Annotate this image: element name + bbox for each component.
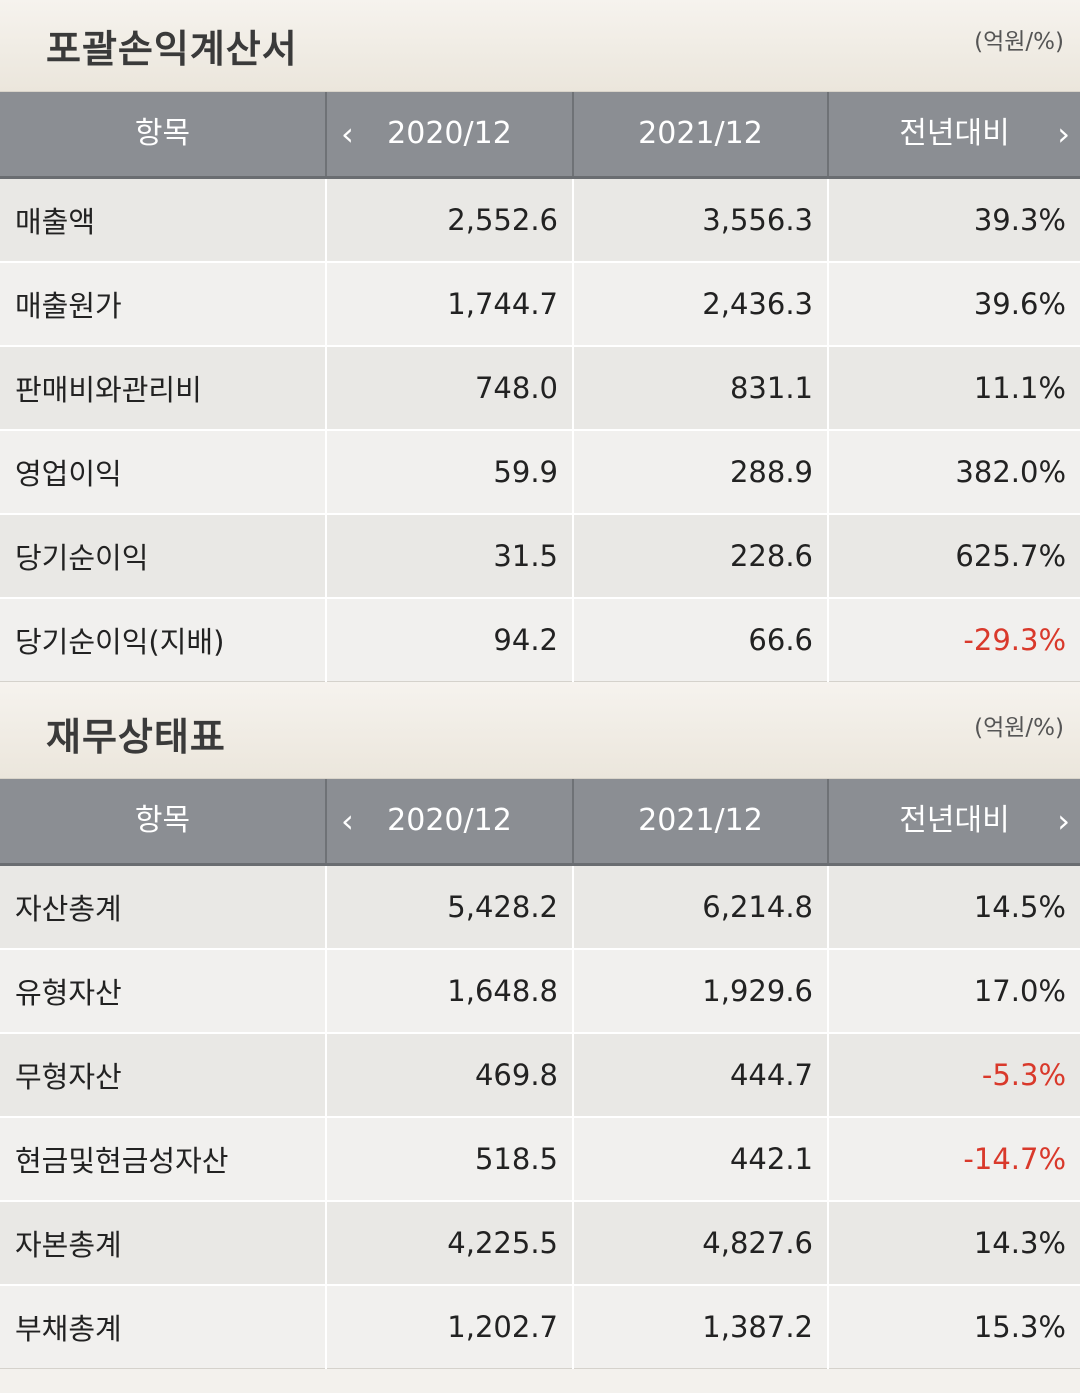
row-label: 현금및현금성자산 xyxy=(0,1115,326,1201)
column-header-item: 항목 xyxy=(0,779,326,866)
table-row: 부채총계 1,202.7 1,387.2 15.3% xyxy=(0,1283,1080,1369)
table-row: 당기순이익(지배) 94.2 66.6 -29.3% xyxy=(0,596,1080,682)
value-2021: 6,214.8 xyxy=(572,863,828,949)
row-label: 자본총계 xyxy=(0,1199,326,1285)
row-label: 부채총계 xyxy=(0,1283,326,1369)
value-yoy: 382.0% xyxy=(827,428,1080,514)
value-yoy: 39.3% xyxy=(827,176,1080,262)
income-statement-table: 항목 ‹ 2020/12 2021/12 전년대비 › 매출액 2,552.6 3,… xyxy=(0,92,1080,682)
chevron-left-icon[interactable]: ‹ xyxy=(341,802,354,840)
value-yoy: 625.7% xyxy=(827,512,1080,598)
chevron-right-icon[interactable]: › xyxy=(1057,802,1070,840)
value-yoy: 14.3% xyxy=(827,1199,1080,1285)
value-2020: 59.9 xyxy=(325,428,573,514)
value-yoy: 39.6% xyxy=(827,260,1080,346)
table-header-row: 항목 ‹ 2020/12 2021/12 전년대비 › xyxy=(0,779,1080,866)
table-row: 무형자산 469.8 444.7 -5.3% xyxy=(0,1031,1080,1117)
row-label: 유형자산 xyxy=(0,947,326,1033)
table-header-row: 항목 ‹ 2020/12 2021/12 전년대비 › xyxy=(0,92,1080,179)
value-2021: 228.6 xyxy=(572,512,828,598)
value-yoy: 14.5% xyxy=(827,863,1080,949)
table-row: 매출액 2,552.6 3,556.3 39.3% xyxy=(0,176,1080,262)
value-2020: 1,648.8 xyxy=(325,947,573,1033)
value-2020: 31.5 xyxy=(325,512,573,598)
balance-sheet-header: 재무상태표 (억원/%) xyxy=(0,682,1080,779)
income-statement-title: 포괄손익계산서 xyxy=(46,27,298,71)
value-2020: 748.0 xyxy=(325,344,573,430)
value-2021: 66.6 xyxy=(572,596,828,682)
column-header-item: 항목 xyxy=(0,92,326,179)
column-header-yoy-label: 전년대비 xyxy=(899,803,1010,838)
table-row: 영업이익 59.9 288.9 382.0% xyxy=(0,428,1080,514)
column-header-2020: ‹ 2020/12 xyxy=(325,92,573,179)
value-2020: 2,552.6 xyxy=(325,176,573,262)
value-2020: 1,744.7 xyxy=(325,260,573,346)
balance-sheet-table: 항목 ‹ 2020/12 2021/12 전년대비 › 자산총계 5,428.2 6… xyxy=(0,779,1080,1369)
balance-sheet-title: 재무상태표 xyxy=(46,715,226,759)
value-2020: 5,428.2 xyxy=(325,863,573,949)
row-label: 자산총계 xyxy=(0,863,326,949)
value-yoy: 17.0% xyxy=(827,947,1080,1033)
row-label: 판매비와관리비 xyxy=(0,344,326,430)
table-row: 매출원가 1,744.7 2,436.3 39.6% xyxy=(0,260,1080,346)
column-header-yoy: 전년대비 › xyxy=(827,779,1080,866)
value-2021: 1,387.2 xyxy=(572,1283,828,1369)
column-header-yoy-label: 전년대비 xyxy=(899,116,1010,151)
table-row: 현금및현금성자산 518.5 442.1 -14.7% xyxy=(0,1115,1080,1201)
table-row: 유형자산 1,648.8 1,929.6 17.0% xyxy=(0,947,1080,1033)
row-label: 당기순이익(지배) xyxy=(0,596,326,682)
row-label: 매출액 xyxy=(0,176,326,262)
column-header-2021: 2021/12 xyxy=(572,779,828,866)
row-label: 영업이익 xyxy=(0,428,326,514)
column-header-2020-label: 2020/12 xyxy=(387,116,512,151)
value-2021: 831.1 xyxy=(572,344,828,430)
value-2020: 518.5 xyxy=(325,1115,573,1201)
value-yoy: -14.7% xyxy=(827,1115,1080,1201)
table-row: 자본총계 4,225.5 4,827.6 14.3% xyxy=(0,1199,1080,1285)
value-2021: 2,436.3 xyxy=(572,260,828,346)
value-yoy: -5.3% xyxy=(827,1031,1080,1117)
value-2021: 3,556.3 xyxy=(572,176,828,262)
value-2021: 288.9 xyxy=(572,428,828,514)
value-yoy: -29.3% xyxy=(827,596,1080,682)
value-2021: 444.7 xyxy=(572,1031,828,1117)
value-2020: 94.2 xyxy=(325,596,573,682)
value-2020: 4,225.5 xyxy=(325,1199,573,1285)
balance-sheet-body: 자산총계 5,428.2 6,214.8 14.5% 유형자산 1,648.8 1,929.… xyxy=(0,863,1080,1369)
row-label: 당기순이익 xyxy=(0,512,326,598)
column-header-2020-label: 2020/12 xyxy=(387,803,512,838)
row-label: 매출원가 xyxy=(0,260,326,346)
income-statement-header: 포괄손익계산서 (억원/%) xyxy=(0,0,1080,92)
value-2020: 469.8 xyxy=(325,1031,573,1117)
value-2021: 442.1 xyxy=(572,1115,828,1201)
column-header-2021: 2021/12 xyxy=(572,92,828,179)
chevron-right-icon[interactable]: › xyxy=(1057,115,1070,153)
table-row: 자산총계 5,428.2 6,214.8 14.5% xyxy=(0,863,1080,949)
row-label: 무형자산 xyxy=(0,1031,326,1117)
balance-sheet-unit: (억원/%) xyxy=(974,715,1064,741)
chevron-left-icon[interactable]: ‹ xyxy=(341,115,354,153)
value-yoy: 15.3% xyxy=(827,1283,1080,1369)
income-statement-body: 매출액 2,552.6 3,556.3 39.3% 매출원가 1,744.7 2,436.3… xyxy=(0,176,1080,682)
income-statement-unit: (억원/%) xyxy=(974,29,1064,55)
column-header-yoy: 전년대비 › xyxy=(827,92,1080,179)
column-header-2020: ‹ 2020/12 xyxy=(325,779,573,866)
table-row: 판매비와관리비 748.0 831.1 11.1% xyxy=(0,344,1080,430)
value-2021: 1,929.6 xyxy=(572,947,828,1033)
table-row: 당기순이익 31.5 228.6 625.7% xyxy=(0,512,1080,598)
value-2021: 4,827.6 xyxy=(572,1199,828,1285)
value-yoy: 11.1% xyxy=(827,344,1080,430)
value-2020: 1,202.7 xyxy=(325,1283,573,1369)
